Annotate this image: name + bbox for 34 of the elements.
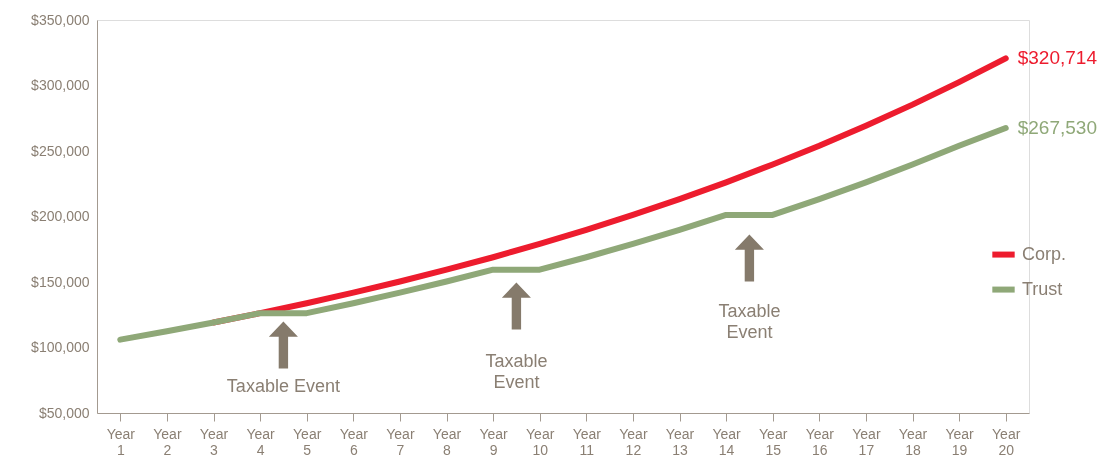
legend-label: Corp. — [1022, 243, 1067, 264]
x-tick-label: Year 6 — [339, 425, 369, 458]
y-tick-label: $150,000 — [31, 273, 90, 290]
x-tick-label: Year 15 — [759, 425, 788, 458]
x-tick-label: Year 18 — [898, 425, 928, 458]
x-tick-label: Year 3 — [199, 425, 229, 458]
annotation: Taxable Event — [226, 376, 340, 396]
legend-label: Trust — [1022, 278, 1063, 299]
x-tick-label: Year 13 — [665, 425, 695, 458]
x-tick-label: Year 16 — [805, 425, 835, 458]
x-tick-label: Year 17 — [852, 425, 881, 458]
x-tick-label: Year 2 — [153, 425, 182, 458]
x-tick-label: Year 14 — [712, 425, 742, 458]
x-tick-label: Year 8 — [432, 425, 462, 458]
x-tick-label: Year 4 — [246, 425, 276, 458]
x-tick-label: Year 10 — [526, 425, 555, 458]
annotation: Taxable Event — [485, 351, 548, 392]
y-tick-label: $200,000 — [31, 208, 90, 224]
annotation: Taxable Event — [718, 301, 781, 342]
x-tick-label: Year 5 — [293, 425, 322, 458]
x-tick-label: Year 9 — [479, 425, 509, 458]
x-tick-label: Year 7 — [386, 425, 415, 458]
x-tick-label: Year 1 — [106, 425, 136, 458]
y-tick-label: $350,000 — [31, 11, 90, 28]
data-label: $320,714 — [1017, 47, 1098, 69]
y-tick-label: $50,000 — [38, 404, 90, 421]
x-tick-label: Year 19 — [945, 425, 975, 458]
y-tick-label: $100,000 — [31, 339, 90, 355]
y-tick-label: $250,000 — [31, 142, 90, 159]
y-tick-label: $300,000 — [31, 77, 90, 93]
x-tick-label: Year 20 — [992, 425, 1021, 458]
data-label: $267,530 — [1017, 117, 1097, 139]
x-tick-label: Year 12 — [619, 425, 648, 458]
x-tick-label: Year 11 — [572, 425, 602, 458]
